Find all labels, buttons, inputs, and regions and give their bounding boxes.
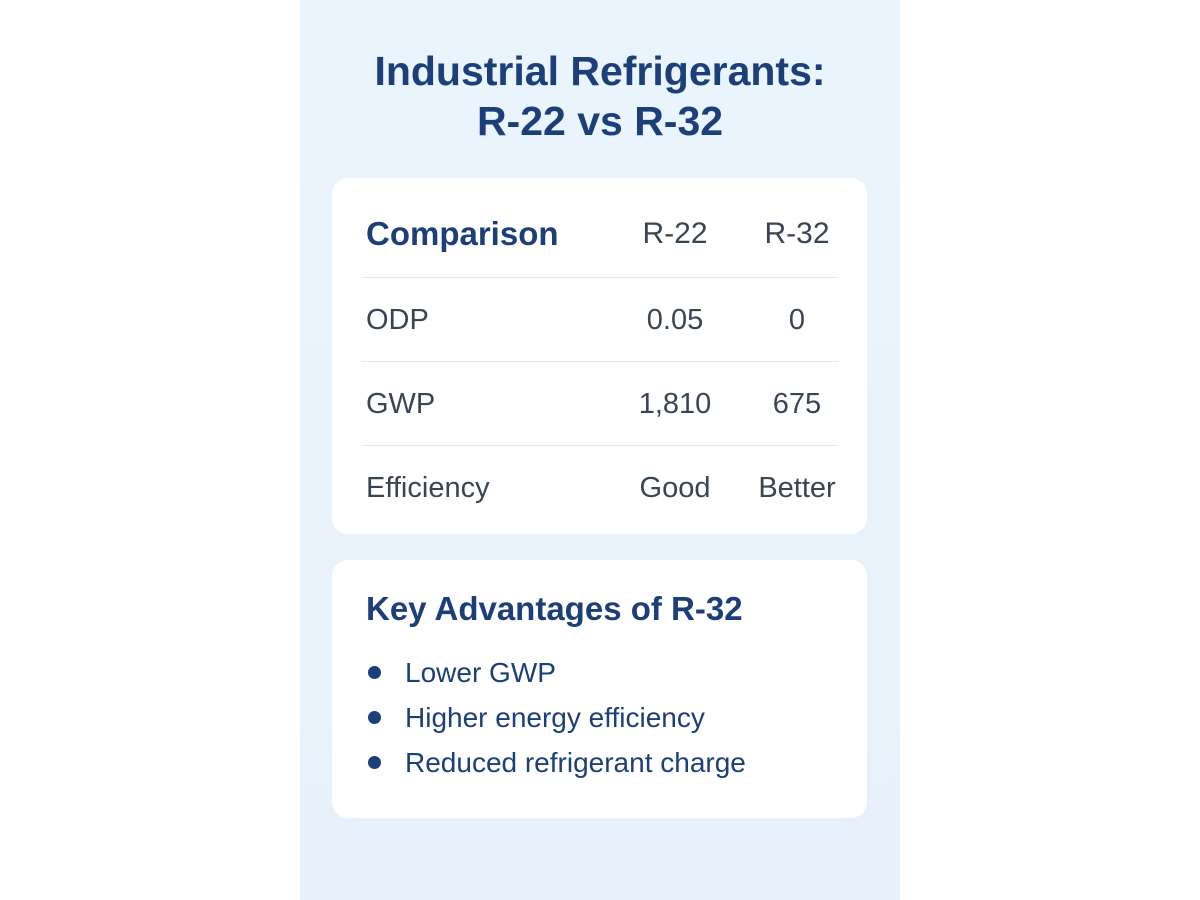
list-item-text: Reduced refrigerant charge	[405, 747, 746, 778]
table-header-r22: R-22	[642, 217, 708, 250]
table-header-row: Comparison R-22 R-32	[362, 192, 838, 276]
bullet-icon	[368, 756, 381, 770]
page-title-line-2: R-22 vs R-32	[476, 98, 724, 144]
table-row-gwp: GWP 1,810 675	[362, 362, 838, 446]
table-divider	[362, 361, 838, 362]
list-item-text: Higher energy efficiency	[405, 702, 705, 733]
bullet-icon	[368, 711, 381, 725]
table-cell-label: GWP	[366, 388, 436, 420]
table-cell-r32: 0	[788, 304, 806, 336]
table-cell-r32: Better	[758, 472, 836, 504]
table-header-r32: R-32	[764, 217, 830, 250]
infographic-panel: Industrial Refrigerants: R-22 vs R-32 Co…	[300, 0, 900, 900]
table-cell-label: ODP	[366, 304, 429, 336]
comparison-table-card: Comparison R-22 R-32 ODP 0.05 0 GWP 1,81…	[332, 178, 867, 534]
table-row-efficiency: Efficiency Good Better	[362, 446, 838, 530]
advantages-list: Lower GWP Higher energy efficiency Reduc…	[366, 650, 746, 785]
table-divider	[362, 277, 838, 278]
list-item: Lower GWP	[366, 650, 746, 695]
table-row-odp: ODP 0.05 0	[362, 278, 838, 362]
advantages-heading: Key Advantages of R-32	[366, 590, 743, 627]
table-divider	[362, 445, 838, 446]
page-title-line-1: Industrial Refrigerants:	[374, 48, 826, 94]
table-header-comparison: Comparison	[366, 215, 559, 252]
bullet-icon	[368, 666, 381, 680]
table-cell-r22: 1,810	[638, 388, 712, 420]
table-cell-r22: Good	[639, 472, 711, 504]
table-cell-label: Efficiency	[366, 472, 490, 504]
advantages-card: Key Advantages of R-32 Lower GWP Higher …	[332, 560, 867, 818]
page-title: Industrial Refrigerants: R-22 vs R-32	[300, 46, 900, 146]
table-cell-r22: 0.05	[646, 304, 704, 336]
list-item: Higher energy efficiency	[366, 695, 746, 740]
list-item: Reduced refrigerant charge	[366, 740, 746, 785]
table-cell-r32: 675	[772, 388, 822, 420]
list-item-text: Lower GWP	[405, 657, 556, 688]
